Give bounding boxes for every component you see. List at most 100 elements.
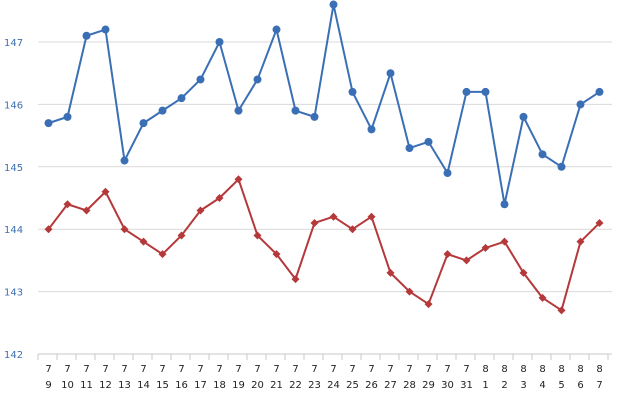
data-point [215,194,224,202]
x-tick-label-month: 7 [64,364,70,375]
x-tick-label-day: 5 [558,380,564,391]
x-tick-label-month: 7 [178,364,184,375]
x-tick-label-month: 7 [140,364,146,375]
data-point [538,293,547,302]
data-point [443,169,452,178]
x-tick-label-month: 8 [558,364,564,375]
x-tick-label-day: 4 [539,380,545,391]
x-tick-label-day: 14 [137,380,150,391]
data-point [291,275,300,284]
x-tick-label-month: 8 [539,364,545,375]
y-tick-label: 143 [4,288,23,299]
x-tick-label-day: 25 [346,380,359,391]
data-point [348,87,357,96]
data-point [310,112,319,121]
x-tick-label-day: 16 [175,380,188,391]
x-tick-label-day: 15 [156,380,169,391]
data-point [367,125,376,134]
data-point [386,69,395,78]
x-tick-label-month: 7 [311,364,317,375]
x-tick-label-day: 23 [308,380,321,391]
x-tick-label-day: 18 [213,380,226,391]
x-tick-label-day: 6 [577,380,583,391]
data-point [595,218,604,227]
data-point [443,250,452,259]
data-point [158,250,167,259]
data-point [63,200,72,209]
data-point [557,162,566,171]
x-tick-label-month: 7 [349,364,355,375]
data-point [272,250,281,259]
x-tick-label-month: 8 [596,364,602,375]
data-point [253,75,262,84]
data-point [405,144,414,153]
data-point [215,38,224,46]
data-point [424,300,433,309]
x-tick-label-month: 7 [273,364,279,375]
data-point [120,156,129,165]
series-lines [44,0,604,315]
x-tick-label-day: 29 [422,380,435,391]
data-point [310,218,319,227]
x-tick-label-month: 7 [121,364,127,375]
data-point [139,119,148,128]
x-tick-label-day: 21 [270,380,283,391]
x-tick-label-day: 27 [384,380,397,391]
x-tick-label-day: 2 [501,380,507,391]
x-axis: 7971071171271371471571671771871972072172… [37,353,612,391]
data-point [101,187,110,196]
data-point [367,212,376,221]
x-tick-label-day: 7 [596,380,602,391]
data-point [234,106,243,115]
x-tick-label-month: 7 [216,364,222,375]
data-point [462,87,471,96]
x-tick-label-month: 7 [197,364,203,375]
data-point [519,268,528,277]
data-point [481,87,490,96]
data-point [101,25,110,34]
x-tick-label-day: 9 [45,380,51,391]
data-point [576,100,585,109]
x-tick-label-month: 8 [577,364,583,375]
data-point [253,231,262,240]
x-tick-label-day: 12 [99,380,112,391]
x-tick-label-month: 7 [159,364,165,375]
data-point [500,237,509,246]
data-point [177,94,186,103]
data-point [44,225,53,234]
x-tick-label-day: 10 [61,380,74,391]
data-point [82,206,91,215]
x-tick-label-month: 8 [482,364,488,375]
series-line [47,178,601,312]
data-point [386,268,395,277]
series-line [48,3,601,206]
x-tick-label-month: 7 [83,364,89,375]
x-tick-label-day: 13 [118,380,131,391]
data-point [329,212,338,221]
y-axis-ticks: 142 143 144 145 146 147 [4,38,23,361]
data-point [272,25,281,34]
x-tick-label-day: 22 [289,380,302,391]
x-tick-label-month: 7 [235,364,241,375]
x-tick-label-day: 31 [460,380,473,391]
data-point [158,106,167,115]
data-point [120,225,129,234]
x-tick-label-month: 7 [425,364,431,375]
x-tick-label-month: 7 [330,364,336,375]
series-1 [44,0,604,209]
x-tick-label-day: 19 [232,380,245,391]
x-tick-label-month: 7 [102,364,108,375]
x-tick-label-day: 17 [194,380,207,391]
x-tick-label-day: 3 [520,380,526,391]
x-tick-label-month: 7 [292,364,298,375]
x-tick-label-month: 7 [387,364,393,375]
data-point [329,0,338,9]
data-point [196,75,205,84]
data-point [63,112,72,121]
data-point [82,31,91,40]
gridlines [38,41,612,293]
y-tick-label: 146 [4,100,23,111]
series-2 [44,175,604,315]
data-point [576,237,585,246]
